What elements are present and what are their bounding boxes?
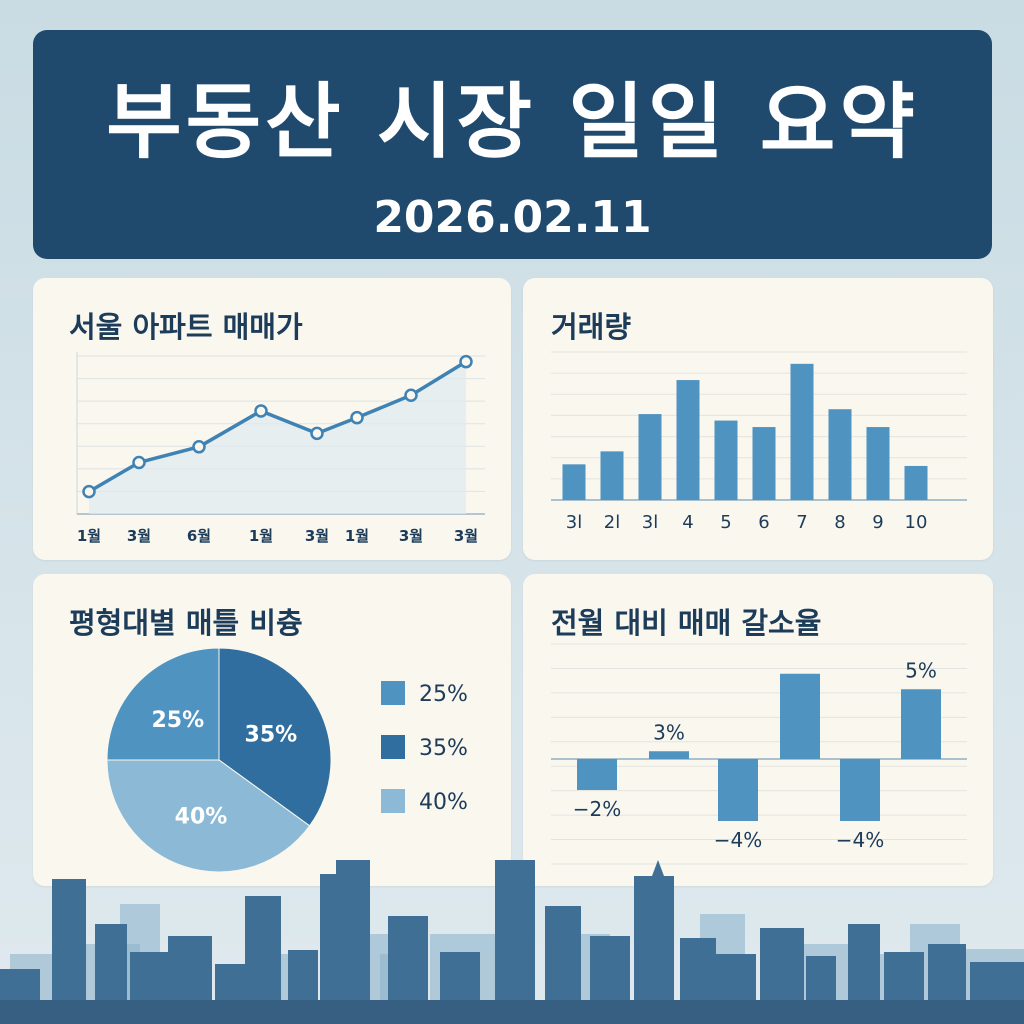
legend-swatch (381, 735, 405, 759)
bar (904, 465, 928, 500)
x-tick-label: 10 (905, 512, 928, 533)
line-chart-title: 서울 아파트 매매가 (69, 310, 303, 344)
legend-label: 35% (419, 736, 468, 761)
data-label: −2% (573, 797, 622, 821)
building (495, 860, 535, 1024)
x-tick-label: 3l (566, 512, 582, 533)
series-line (88, 360, 467, 494)
data-label: 3% (653, 720, 685, 744)
x-tick-label: 3월 (127, 527, 151, 545)
pie-chart-title: 평형대별 매틀 비츙 (69, 606, 303, 640)
volume-bar-chart: 3l 2l 3l 4 5 6 7 8 9 10 (551, 351, 967, 533)
bar (562, 464, 586, 500)
bar (577, 759, 617, 790)
pie-chart-panel: 평형대별 매틀 비츙 35% 40% 25% 25% 35% 40% (33, 574, 511, 886)
pie-slice (218, 647, 332, 827)
bar (752, 427, 776, 500)
data-point (459, 354, 473, 369)
report-date: 2026.02.11 (373, 192, 652, 243)
page-title: 부동산 시장 일일 요약 (106, 75, 919, 170)
x-tick-label: 3월 (454, 527, 478, 545)
x-tick-label: 8 (834, 512, 845, 533)
x-tick-label: 3월 (305, 527, 329, 545)
bar (649, 751, 689, 759)
volume-chart-panel: 거래량 3l 2l 3l 4 5 6 7 8 9 10 (523, 278, 993, 560)
data-point (132, 455, 146, 470)
building (52, 879, 86, 1024)
x-tick-label: 2l (604, 512, 620, 533)
line-chart: 1월 3월 6월 1월 3월 1월 3월 3월 (76, 352, 485, 545)
building (336, 860, 370, 1024)
x-tick-label: 1월 (249, 527, 273, 545)
header-banner: 부동산 시장 일일 요약 2026.02.11 (33, 30, 992, 259)
data-point (404, 388, 418, 403)
bar (718, 759, 758, 821)
bar (790, 363, 814, 500)
line-chart-panel: 서울 아파트 매매가 1월 3월 6월 1월 3월 1월 3월 3월 (33, 278, 511, 560)
volume-chart-title: 거래량 (551, 310, 632, 344)
data-point (254, 404, 268, 418)
x-tick-label: 1월 (77, 527, 101, 545)
bar (840, 759, 880, 821)
data-label: 5% (905, 658, 937, 682)
bar (638, 414, 662, 500)
x-tick-label: 6월 (187, 527, 211, 545)
change-chart-title: 전월 대비 매매 갈소율 (551, 606, 822, 640)
legend-label: 25% (419, 682, 468, 707)
data-point (310, 426, 324, 441)
change-bar-chart: −2% 3% −4% −4% 5% (551, 643, 967, 865)
x-tick-label: 1월 (345, 527, 369, 545)
x-tick-label: 5 (720, 512, 731, 533)
bar (676, 380, 700, 500)
x-tick-label: 3월 (399, 527, 423, 545)
x-tick-label: 4 (682, 512, 693, 533)
pie-chart: 35% 40% 25% 25% 35% 40% (106, 647, 468, 873)
data-point (192, 440, 206, 454)
slice-label: 35% (245, 723, 298, 748)
data-label: −4% (714, 828, 763, 852)
area-fill (89, 361, 466, 514)
x-tick-label: 3l (642, 512, 658, 533)
x-tick-label: 9 (872, 512, 883, 533)
pie-slice (106, 759, 311, 873)
bar (866, 427, 890, 500)
data-point (82, 484, 96, 499)
slice-label: 25% (151, 708, 204, 733)
skyline-base (0, 1000, 1024, 1024)
x-tick-label: 7 (796, 512, 807, 533)
city-skyline-illustration (0, 860, 1024, 1024)
legend-swatch (381, 681, 405, 705)
building (634, 876, 674, 1024)
legend-swatch (381, 789, 405, 813)
data-point (350, 410, 364, 425)
bar (780, 673, 820, 759)
data-label: −4% (836, 828, 885, 852)
x-tick-label: 6 (758, 512, 769, 533)
change-chart-panel: 전월 대비 매매 갈소율 −2% 3% −4% −4% 5% (523, 574, 993, 886)
pie-slice (106, 647, 220, 761)
bar (901, 689, 941, 759)
bar (714, 420, 738, 500)
bar (600, 451, 624, 500)
legend-label: 40% (419, 790, 468, 815)
bar (828, 409, 852, 500)
slice-label: 40% (175, 804, 228, 829)
spire (652, 860, 664, 876)
